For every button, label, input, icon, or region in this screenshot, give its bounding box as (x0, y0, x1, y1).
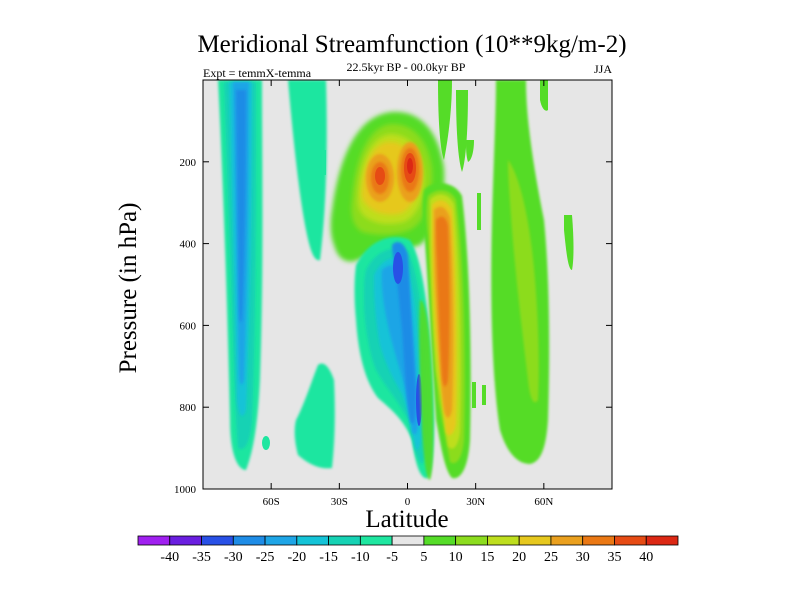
period-label: 22.5kyr BP - 00.0kyr BP (347, 60, 466, 74)
contour-sh-midlat (288, 80, 335, 469)
colorbar-label: 25 (544, 550, 558, 565)
contour-fill (564, 215, 574, 270)
colorbar-label: -35 (192, 550, 211, 565)
colorbar-box (264, 535, 298, 546)
colorbar-label: -10 (351, 550, 370, 565)
y-axis: 200 400 600 800 1000 (174, 157, 612, 496)
colorbar-box (391, 535, 425, 546)
x-tick-label: 30N (466, 496, 485, 508)
colorbar-box (328, 535, 361, 546)
contour-south-hadley (354, 237, 434, 479)
contour-fill (288, 80, 327, 261)
colorbar-box (518, 535, 552, 546)
y-tick-label: 800 (180, 402, 197, 414)
colorbar-box (423, 535, 457, 546)
colorbar-label: -30 (224, 550, 243, 565)
y-tick-label: 200 (180, 157, 197, 169)
colorbar-box (359, 535, 393, 546)
x-axis-label: Latitude (365, 506, 448, 533)
colorbar-box (169, 535, 202, 546)
colorbar-box (296, 535, 329, 546)
colorbar-label: 10 (449, 550, 463, 565)
y-tick-label: 600 (180, 320, 197, 332)
x-tick-label: 60S (263, 496, 280, 508)
colorbar-box (137, 535, 171, 546)
colorbar-label: 20 (512, 550, 526, 565)
x-axis: 60S 30S 0 30N 60N (263, 80, 553, 508)
x-tick-label: 30S (331, 496, 348, 508)
colorbar-label: 15 (480, 550, 494, 565)
colorbar-box (582, 535, 615, 546)
x-tick-label: 60N (534, 496, 553, 508)
contour-north-hadley (422, 183, 471, 479)
contour-fill (482, 385, 486, 405)
y-tick-label: 1000 (174, 484, 197, 496)
contour-fill (236, 90, 246, 323)
x-tick-label: 0 (405, 496, 411, 508)
colorbar-label: -5 (386, 550, 398, 565)
contour-fill (262, 436, 270, 450)
contour-fill (477, 193, 481, 230)
contour-fill (375, 167, 385, 185)
contour-fill (438, 80, 452, 160)
colorbar-label: 5 (420, 550, 427, 565)
colorbar-box (232, 535, 266, 546)
contour-fill (419, 300, 434, 480)
contour-nh-midlat (491, 80, 574, 464)
colorbar-label: -25 (256, 550, 275, 565)
colorbar-label: 35 (607, 550, 621, 565)
contour-nh-subtropics (438, 80, 486, 408)
contour-fill (294, 363, 335, 469)
contour-fill (508, 160, 539, 403)
colorbar-box (645, 535, 679, 546)
contour-fill (540, 80, 548, 111)
colorbar-label: -15 (319, 550, 338, 565)
contour-fill (472, 382, 476, 408)
colorbar-box (455, 535, 488, 546)
contour-fill (456, 90, 468, 172)
experiment-label: Expt = temmX-temma (203, 66, 312, 80)
contour-fill (436, 216, 450, 387)
y-tick-label: 400 (180, 239, 197, 251)
colorbar-box (487, 535, 520, 546)
plot-area: 60S 30S 0 30N 60N 200 400 600 800 1000 (174, 79, 613, 508)
contour-fill (393, 252, 403, 284)
season-label: JJA (594, 62, 612, 76)
contour-fill (322, 150, 326, 175)
colorbar-label: -20 (287, 550, 306, 565)
colorbar-label: 30 (576, 550, 590, 565)
y-axis-label: Pressure (in hPa) (115, 203, 142, 374)
colorbar-label: -40 (160, 550, 179, 565)
colorbar: -40 -35 -30 -25 -20 -15 -10 -5 5 10 15 20 25 30 35 40 (137, 535, 679, 565)
contour-upper-tropical (330, 111, 445, 262)
colorbar-box (201, 535, 234, 546)
colorbar-box (614, 535, 647, 546)
contour-fill (392, 242, 416, 424)
colorbar-label: 40 (639, 550, 653, 565)
contour-fill (466, 140, 474, 162)
contour-fill (407, 158, 413, 174)
colorbar-box (550, 535, 584, 546)
contour-sh-polar-cell (218, 80, 270, 470)
chart-title: Meridional Streamfunction (10**9kg/m-2) (197, 31, 626, 58)
